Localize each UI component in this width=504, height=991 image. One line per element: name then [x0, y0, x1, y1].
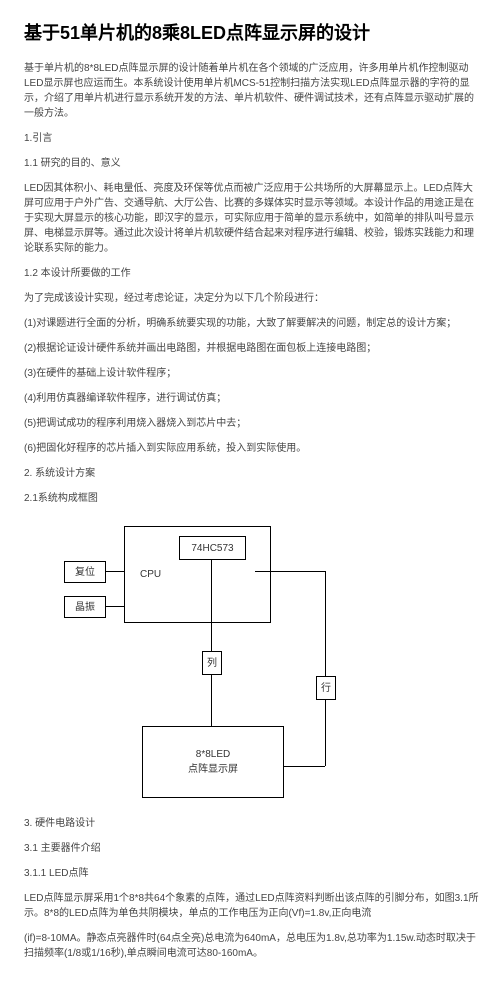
cpu-label: CPU [140, 567, 161, 582]
paragraph-1-2c: (2)根据论证设计硬件系统并画出电路图，并根据电路图在面包板上连接电路图； [24, 341, 480, 356]
paragraph-3-1a: LED点阵显示屏采用1个8*8共64个象素的点阵，通过LED点阵资料判断出该点阵… [24, 891, 480, 921]
osc-label: 晶振 [75, 600, 95, 615]
osc-block: 晶振 [64, 596, 106, 618]
section-2: 2. 系统设计方案 [24, 466, 480, 481]
line-into-led [282, 766, 325, 767]
section-3-1-1: 3.1.1 LED点阵 [24, 866, 480, 881]
section-1: 1.引言 [24, 131, 480, 146]
line-reset [105, 571, 124, 572]
section-3-1: 3.1 主要器件介绍 [24, 841, 480, 856]
paragraph-3-1b: (if)=8-10MA。静态点亮器件时(64点全亮)总电流为640mA，总电压为… [24, 931, 480, 961]
section-1-2: 1.2 本设计所要做的工作 [24, 266, 480, 281]
col-block: 列 [202, 651, 222, 675]
col-label: 列 [207, 656, 217, 671]
line-right-down [325, 571, 326, 766]
row-block: 行 [316, 676, 336, 700]
line-osc [105, 606, 124, 607]
paragraph-1-1: LED因其体积小、耗电量低、亮度及环保等优点而被广泛应用于公共场所的大屏幕显示上… [24, 181, 480, 256]
reset-label: 复位 [75, 565, 95, 580]
block-diagram: CPU 74HC573 复位 晶振 列 行 8*8LED 点阵显示屏 [64, 516, 404, 806]
paragraph-1-2f: (5)把调试成功的程序利用烧入器烧入到芯片中去； [24, 416, 480, 431]
intro-paragraph: 基于单片机的8*8LED点阵显示屏的设计随着单片机在各个领域的广泛应用，许多用单… [24, 61, 480, 121]
chip-block: 74HC573 [179, 536, 246, 560]
paragraph-1-2e: (4)利用仿真器编译软件程序，进行调试仿真； [24, 391, 480, 406]
paragraph-1-2d: (3)在硬件的基础上设计软件程序； [24, 366, 480, 381]
section-2-1: 2.1系统构成框图 [24, 491, 480, 506]
paragraph-1-2g: (6)把固化好程序的芯片插入到实际应用系统，投入到实际使用。 [24, 441, 480, 456]
section-3: 3. 硬件电路设计 [24, 816, 480, 831]
page-title: 基于51单片机的8乘8LED点阵显示屏的设计 [24, 20, 480, 47]
paragraph-1-2b: (1)对课题进行全面的分析，明确系统要实现的功能，大致了解要解决的问题，制定总的… [24, 316, 480, 331]
paragraph-1-2a: 为了完成该设计实现，经过考虑论证，决定分为以下几个阶段进行： [24, 291, 480, 306]
led-block: 8*8LED 点阵显示屏 [142, 726, 284, 798]
led-label: 8*8LED 点阵显示屏 [188, 747, 238, 777]
section-1-1: 1.1 研究的目的、意义 [24, 156, 480, 171]
line-chip-down [211, 559, 212, 726]
chip-label: 74HC573 [191, 541, 233, 556]
reset-block: 复位 [64, 561, 106, 583]
row-label: 行 [321, 681, 331, 696]
line-cpu-right [255, 571, 325, 572]
